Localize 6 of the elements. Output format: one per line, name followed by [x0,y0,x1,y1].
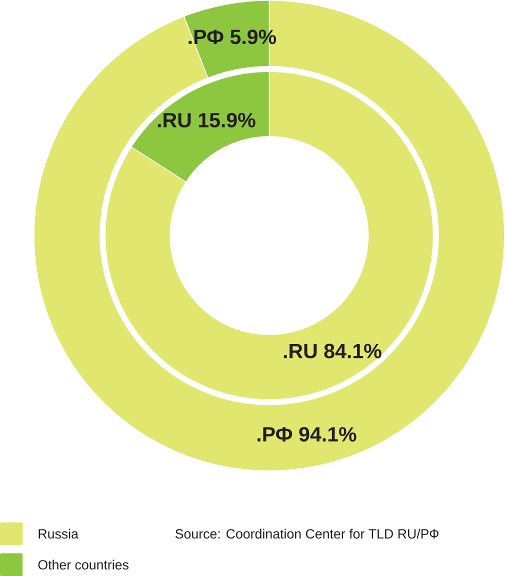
source-note: Source: Coordination Center for TLD RU/РФ [176,528,439,539]
data-label: .RU 15.9% [158,112,256,128]
legend-label: Other countries [38,560,129,570]
data-label: .РФ 94.1% [258,427,356,442]
legend-label: Russia [38,528,79,539]
data-label: .RU 84.1% [284,344,382,358]
